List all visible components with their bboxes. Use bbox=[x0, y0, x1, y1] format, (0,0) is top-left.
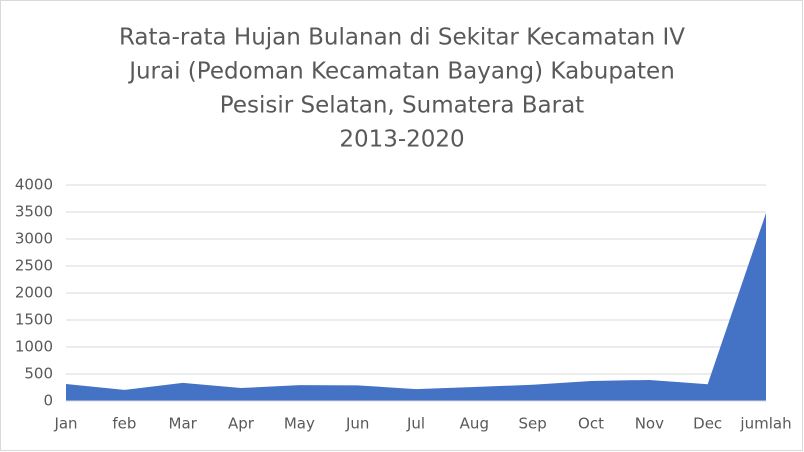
chart-title: 2013-2020 bbox=[339, 127, 464, 153]
y-tick-label: 1000 bbox=[15, 338, 53, 356]
chart-title: Jurai (Pedoman Kecamatan Bayang) Kabupat… bbox=[127, 59, 675, 85]
x-tick-label: Jan bbox=[53, 415, 77, 433]
x-tick-label: Dec bbox=[693, 415, 722, 433]
y-tick-label: 2000 bbox=[15, 284, 53, 302]
x-tick-label: Oct bbox=[578, 415, 604, 433]
x-tick-label: May bbox=[284, 415, 315, 433]
chart-title: Pesisir Selatan, Sumatera Barat bbox=[220, 93, 584, 119]
x-tick-label: Apr bbox=[228, 415, 255, 433]
y-tick-label: 0 bbox=[43, 392, 53, 410]
x-tick-label: Sep bbox=[519, 415, 547, 433]
y-tick-label: 4000 bbox=[15, 176, 53, 194]
chart-title: Rata-rata Hujan Bulanan di Sekitar Kecam… bbox=[119, 25, 685, 51]
y-tick-label: 3500 bbox=[15, 203, 53, 221]
x-tick-label: Mar bbox=[169, 415, 198, 433]
x-tick-label: Jun bbox=[345, 415, 369, 433]
y-tick-label: 3000 bbox=[15, 230, 53, 248]
x-tick-label: Nov bbox=[635, 415, 664, 433]
y-tick-label: 2500 bbox=[15, 257, 53, 275]
x-tick-label: Aug bbox=[460, 415, 489, 433]
x-tick-label: feb bbox=[112, 415, 136, 433]
y-tick-label: 500 bbox=[24, 365, 53, 383]
x-tick-label: jumlah bbox=[739, 415, 791, 433]
y-tick-label: 1500 bbox=[15, 311, 53, 329]
x-tick-label: Jul bbox=[406, 415, 425, 433]
